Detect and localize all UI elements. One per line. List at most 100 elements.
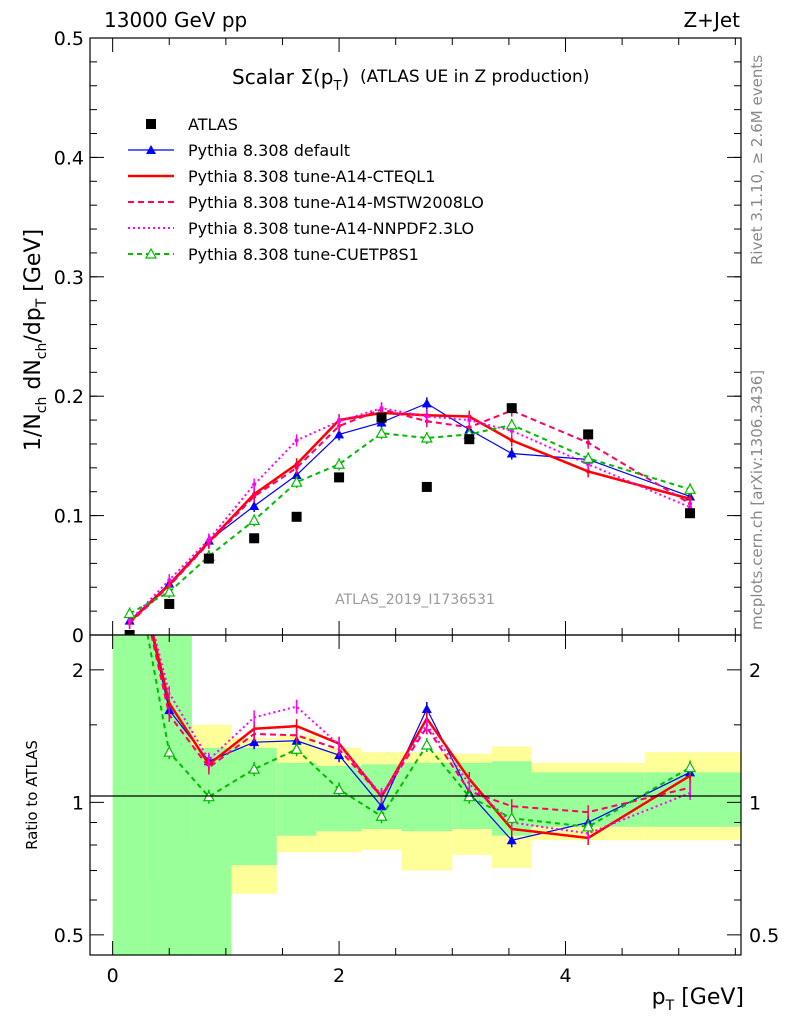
ratio-point (125, 532, 135, 541)
atlas-data-point (421, 481, 432, 492)
ratio-y-tick-label-right: 1 (749, 792, 761, 814)
series-line (129, 402, 691, 622)
upper-series-layer (123, 397, 697, 630)
ratio-y-tick-label: 1 (72, 792, 84, 814)
ratio-point (684, 761, 697, 773)
mcplots-reference-label: mcplots.cern.ch [arXiv:1306.3436] (748, 370, 766, 630)
series-line (128, 408, 691, 624)
ratio-y-tick-label-right: 2 (749, 660, 761, 682)
series-point (252, 494, 257, 499)
series-point (509, 438, 514, 443)
ratio-point (125, 532, 135, 541)
series-point (684, 483, 697, 494)
ratio-y-tick-label-right: 0.5 (749, 925, 779, 947)
legend-label: Pythia 8.308 tune-CUETP8S1 (188, 245, 419, 264)
legend-label: Pythia 8.308 tune-A14-MSTW2008LO (188, 193, 484, 212)
y-tick-label: 0.1 (54, 506, 84, 528)
ratio-y-tick-label: 0.5 (54, 925, 84, 947)
atlas-data-point (164, 598, 175, 609)
series-line (128, 407, 691, 622)
ratio-point (248, 762, 261, 774)
upper-axis-ticks: 0 0.1 0.2 0.3 0.4 0.5 (54, 28, 741, 647)
header-process-label: Z+Jet (683, 8, 740, 32)
ratio-point (376, 801, 387, 811)
series-point (375, 426, 388, 438)
analysis-watermark: ATLAS_2019_I1736531 (335, 592, 495, 608)
plot-title: Scalar Σ(pT) (232, 65, 349, 94)
x-tick-label: 2 (333, 965, 345, 987)
ratio-point (249, 737, 260, 747)
ratio-line (150, 635, 691, 814)
green-band (112, 635, 147, 955)
green-band (644, 772, 741, 827)
series-point (586, 440, 591, 445)
series-point (252, 482, 257, 487)
series-point (337, 419, 342, 424)
legend-marker (144, 247, 158, 259)
atlas-data-point (291, 511, 302, 522)
series-point (505, 418, 518, 430)
y-tick-label: 0 (72, 625, 84, 647)
series-point (249, 501, 260, 511)
series-point (586, 469, 591, 474)
series-point (334, 429, 345, 439)
ratio-y-tick-label: 2 (72, 660, 84, 682)
y-tick-label: 0.4 (54, 147, 84, 169)
green-band (401, 762, 453, 832)
ratio-uncertainty-bands (112, 635, 741, 955)
atlas-data-point (249, 533, 260, 544)
ratio-point (505, 812, 518, 823)
series-point (333, 458, 346, 469)
lower-plot-frame (89, 634, 742, 956)
series-point (424, 414, 429, 419)
series-point (294, 465, 299, 470)
series-point (248, 514, 261, 525)
upper-y-axis-label: 1/Nch dNch/dpT [GeV] (21, 229, 50, 451)
series-point (421, 398, 432, 408)
atlas-data-point (334, 472, 345, 483)
legend-label: ATLAS (188, 115, 238, 134)
series-point (467, 425, 472, 430)
ratio-line (153, 635, 691, 835)
green-band (146, 635, 192, 955)
x-axis-label: pT [GeV] (652, 985, 744, 1014)
ratio-point (582, 820, 595, 832)
series-point (582, 452, 595, 463)
ratio-line (146, 635, 691, 828)
series-point (291, 470, 302, 480)
atlas-data-point (464, 434, 475, 445)
atlas-data-point (376, 412, 387, 423)
ratio-point (163, 745, 176, 757)
ratio-point (506, 835, 517, 845)
series-line (128, 411, 691, 623)
legend: ATLAS Pythia 8.308 default Pythia 8.308 tu… (128, 115, 484, 264)
legend-marker-data (146, 119, 156, 129)
series-point (123, 607, 136, 619)
x-tick-label: 4 (559, 965, 571, 987)
y-tick-label: 0.2 (54, 386, 84, 408)
atlas-data-point (506, 403, 517, 414)
legend-label: Pythia 8.308 tune-A14-NNPDF2.3LO (188, 219, 474, 238)
ratio-point (420, 738, 433, 750)
atlas-data-point (583, 429, 594, 440)
y-tick-label: 0.3 (54, 267, 84, 289)
series-point (420, 431, 433, 443)
rivet-version-label: Rivet 3.1.10, ≥ 2.6M events (748, 55, 766, 265)
atlas-data-point (685, 508, 696, 519)
ratio-point (333, 783, 346, 795)
series-point (294, 438, 299, 443)
ratio-line (151, 635, 691, 840)
plot-subtitle: (ATLAS UE in Z production) (360, 67, 589, 87)
ratio-point (375, 809, 388, 821)
series-point (167, 578, 172, 583)
series-point (506, 448, 517, 458)
y-tick-label: 0.5 (54, 28, 84, 50)
green-band (191, 747, 232, 955)
lower-axis-ticks: 0 2 4 0.5 0.5 1 1 2 2 (54, 635, 779, 987)
legend-marker (146, 145, 156, 154)
series-point (163, 585, 176, 597)
legend-label: Pythia 8.308 tune-A14-CTEQL1 (188, 167, 435, 186)
series-point (127, 618, 132, 623)
series-point (467, 418, 472, 423)
